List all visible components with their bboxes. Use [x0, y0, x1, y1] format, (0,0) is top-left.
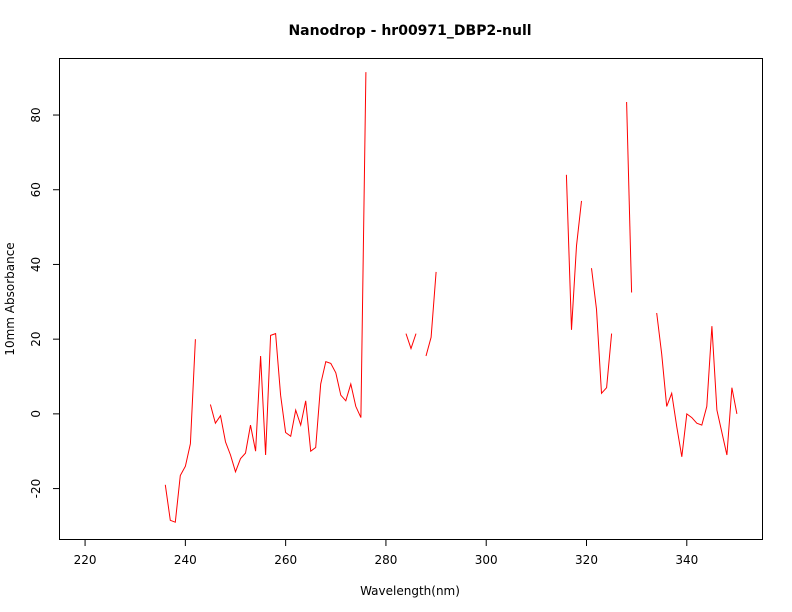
y-axis: -20 0 20 40 60 80	[29, 107, 60, 498]
y-axis-label: 10mm Absorbance	[3, 242, 17, 355]
y-tick-label: 60	[29, 182, 43, 197]
x-axis-label: Wavelength(nm)	[360, 584, 460, 598]
series-line-segment	[591, 268, 613, 395]
chart-title: Nanodrop - hr00971_DBP2-null	[288, 23, 531, 39]
x-axis: 220 240 260 280 300 320 340	[74, 539, 698, 567]
series-lines	[164, 72, 738, 523]
x-tick-label: 300	[475, 553, 498, 567]
x-tick-label: 240	[174, 553, 197, 567]
x-tick-label: 320	[575, 553, 598, 567]
x-tick-label: 280	[374, 553, 397, 567]
x-tick-label: 340	[675, 553, 698, 567]
x-tick-label: 260	[274, 553, 297, 567]
series-line-segment	[405, 333, 417, 351]
y-tick-label: 0	[29, 410, 43, 418]
x-tick-label: 220	[74, 553, 97, 567]
series-line-segment	[209, 72, 367, 474]
y-tick-label: 40	[29, 257, 43, 272]
series-line-segment	[656, 312, 738, 457]
series-line-segment	[565, 174, 582, 330]
y-tick-label: 80	[29, 107, 43, 122]
y-tick-label: 20	[29, 332, 43, 347]
series-line-segment	[626, 101, 633, 293]
series-line-segment	[425, 271, 437, 357]
y-tick-label: -20	[29, 479, 43, 499]
series-line-segment	[164, 339, 196, 523]
plot-frame	[59, 58, 763, 540]
